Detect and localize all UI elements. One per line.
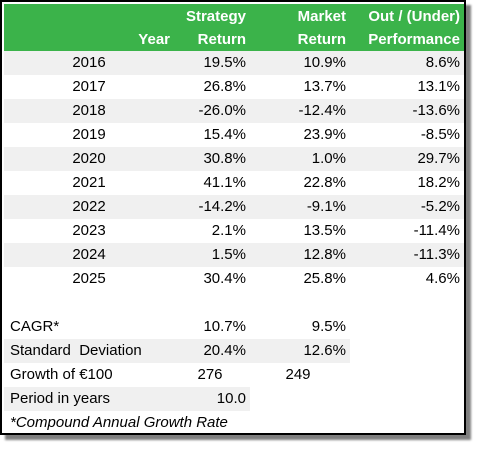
year-cell: 2017 (72, 78, 106, 95)
market-cell: 22.8% (303, 174, 346, 191)
sd-label: Standard Deviation (4, 339, 174, 363)
perf-cell: -8.5% (420, 126, 460, 143)
cagr-label: CAGR* (10, 318, 60, 335)
table-row: 2021 41.1% 22.8% 18.2% (4, 171, 464, 195)
market-cell: 1.0% (250, 147, 350, 171)
table-row: 2017 26.8% 13.7% 13.1% (4, 75, 464, 99)
market-cell: 13.7% (303, 78, 346, 95)
strategy-cell: 41.1% (203, 174, 246, 191)
strategy-cell: 2.1% (211, 222, 246, 239)
year-cell: 2021 (72, 174, 106, 191)
header-perf-line1: Out / (Under) (350, 4, 464, 28)
growth-market: 249 (285, 366, 311, 383)
market-cell: -9.1% (250, 195, 350, 219)
table-row: 2020 30.8% 1.0% 29.7% (4, 147, 464, 171)
strategy-cell: 30.4% (203, 270, 246, 287)
strategy-cell: 26.8% (203, 78, 246, 95)
header-strategy-line1: Strategy (174, 4, 250, 28)
perf-cell: -13.6% (350, 99, 464, 123)
summary-row-sd: Standard Deviation 20.4% 12.6% (4, 339, 464, 363)
table-row: 2016 19.5% 10.9% 8.6% (4, 51, 464, 75)
strategy-cell: 19.5% (174, 51, 250, 75)
performance-table: Strategy Market Out / (Under) Year Retur… (4, 4, 464, 435)
period-value: 10.0 (174, 387, 250, 411)
spacer-row (4, 291, 464, 315)
growth-label: Growth of €100 (10, 366, 113, 383)
cagr-strategy: 10.7% (203, 318, 246, 335)
market-cell: 13.5% (303, 222, 346, 239)
spacer-cell (250, 291, 350, 315)
perf-cell: 13.1% (417, 78, 460, 95)
spacer-cell (174, 291, 250, 315)
spacer-cell (4, 291, 174, 315)
empty-cell (350, 363, 464, 387)
performance-table-frame: Strategy Market Out / (Under) Year Retur… (0, 0, 466, 435)
header-perf-line2: Performance (350, 28, 464, 51)
header-blank (4, 4, 174, 28)
table-row: 2024 1.5% 12.8% -11.3% (4, 243, 464, 267)
market-cell: 10.9% (250, 51, 350, 75)
market-cell: -12.4% (250, 99, 350, 123)
footnote: *Compound Annual Growth Rate (10, 414, 228, 431)
summary-row-period: Period in years 10.0 (4, 387, 464, 411)
empty-cell (350, 315, 464, 339)
market-cell: 25.8% (303, 270, 346, 287)
empty-cell (350, 411, 464, 435)
perf-cell: -5.2% (350, 195, 464, 219)
strategy-cell: 15.4% (203, 126, 246, 143)
header-row-2: Year Return Return Performance (4, 28, 464, 51)
year-cell: 2022 (4, 195, 174, 219)
year-cell: 2025 (72, 270, 106, 287)
sd-strategy: 20.4% (174, 339, 250, 363)
market-cell: 12.8% (250, 243, 350, 267)
strategy-cell: 30.8% (174, 147, 250, 171)
period-label: Period in years (4, 387, 174, 411)
perf-cell: -11.3% (350, 243, 464, 267)
empty-cell (250, 411, 350, 435)
year-cell: 2019 (72, 126, 106, 143)
summary-row-growth: Growth of €100 276 249 (4, 363, 464, 387)
year-cell: 2024 (4, 243, 174, 267)
perf-cell: 8.6% (350, 51, 464, 75)
growth-strategy: 276 (197, 366, 223, 383)
perf-cell: 4.6% (425, 270, 460, 287)
table-row: 2019 15.4% 23.9% -8.5% (4, 123, 464, 147)
perf-cell: -11.4% (413, 222, 460, 239)
cagr-market: 9.5% (311, 318, 346, 335)
header-market-line1: Market (250, 4, 350, 28)
perf-cell: 29.7% (350, 147, 464, 171)
year-cell: 2020 (4, 147, 174, 171)
year-cell: 2023 (72, 222, 106, 239)
header-year: Year (4, 28, 174, 51)
strategy-cell: 1.5% (174, 243, 250, 267)
strategy-cell: -26.0% (174, 99, 250, 123)
empty-cell (350, 339, 464, 363)
footnote-row: *Compound Annual Growth Rate (4, 411, 464, 435)
empty-cell (350, 387, 464, 411)
summary-row-cagr: CAGR* 10.7% 9.5% (4, 315, 464, 339)
empty-cell (250, 387, 350, 411)
table-row: 2018 -26.0% -12.4% -13.6% (4, 99, 464, 123)
perf-cell: 18.2% (417, 174, 460, 191)
table-row: 2025 30.4% 25.8% 4.6% (4, 267, 464, 291)
header-market-line2: Return (250, 28, 350, 51)
header-row-1: Strategy Market Out / (Under) (4, 4, 464, 28)
market-cell: 23.9% (303, 126, 346, 143)
year-cell: 2018 (4, 99, 174, 123)
spacer-cell (350, 291, 464, 315)
table-row: 2022 -14.2% -9.1% -5.2% (4, 195, 464, 219)
table-row: 2023 2.1% 13.5% -11.4% (4, 219, 464, 243)
strategy-cell: -14.2% (174, 195, 250, 219)
sd-market: 12.6% (250, 339, 350, 363)
header-strategy-line2: Return (174, 28, 250, 51)
year-cell: 2016 (4, 51, 174, 75)
